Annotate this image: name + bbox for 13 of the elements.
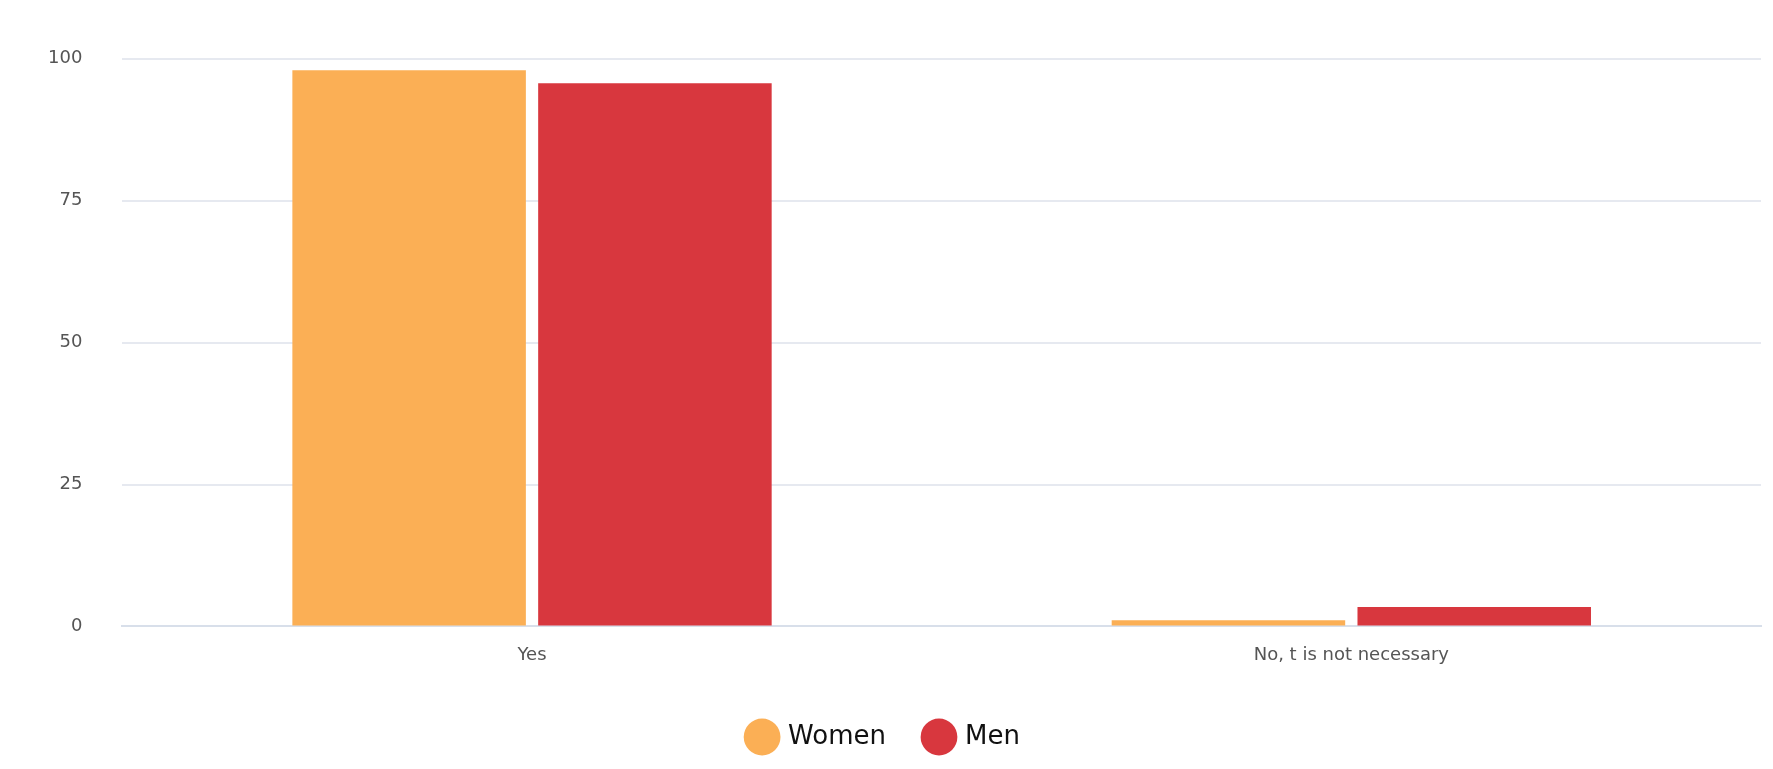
bar — [292, 70, 526, 626]
legend-label: Women — [788, 719, 887, 750]
legend-label: Men — [964, 719, 1020, 750]
x-tick-label: No, t is not necessary — [1253, 642, 1450, 664]
x-tick-label: Yes — [516, 642, 547, 664]
y-tick-label: 50 — [59, 330, 83, 352]
y-tick-label: 100 — [48, 46, 83, 68]
bar — [538, 83, 772, 626]
bar — [1357, 607, 1591, 626]
y-tick-label: 75 — [59, 188, 83, 210]
y-tick-label: 0 — [70, 614, 83, 636]
y-tick-label: 25 — [59, 472, 83, 494]
bar — [1111, 620, 1346, 626]
